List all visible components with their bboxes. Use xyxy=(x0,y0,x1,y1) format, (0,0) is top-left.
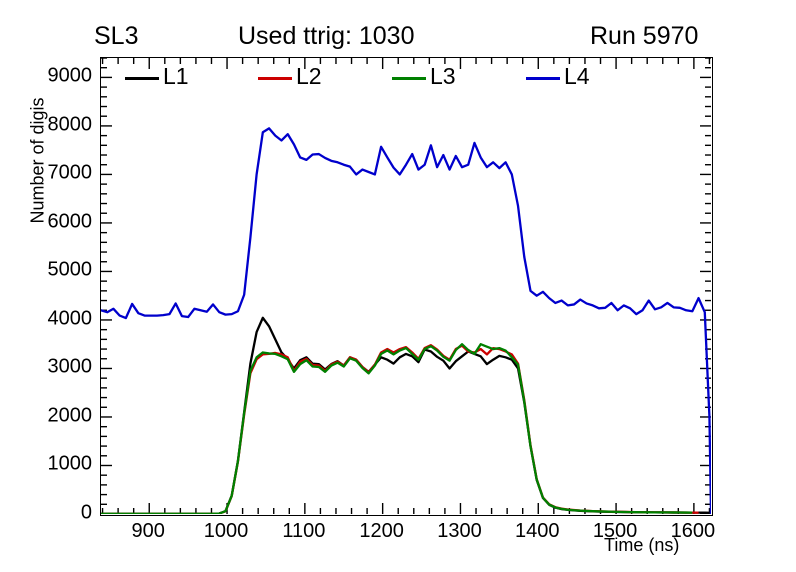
legend-swatch-l2 xyxy=(258,77,292,80)
y-tick-label: 6000 xyxy=(47,210,93,233)
y-tick-label: 5000 xyxy=(47,258,93,281)
y-axis-title: Number of digis xyxy=(27,97,48,224)
header-run-label: Run 5970 xyxy=(590,22,699,50)
legend-swatch-l4 xyxy=(526,77,560,80)
x-tick-label: 1200 xyxy=(359,520,404,542)
y-tick-label: 2000 xyxy=(47,404,93,427)
legend-label: L1 xyxy=(163,63,189,89)
series-line-l3 xyxy=(101,343,693,514)
x-tick-label: 1400 xyxy=(515,520,560,542)
legend-label: L4 xyxy=(564,63,590,89)
x-tick-label: 1100 xyxy=(282,520,326,542)
y-tick-label: 7000 xyxy=(47,161,93,184)
legend-swatch-l1 xyxy=(125,77,159,80)
y-tick-label: 8000 xyxy=(47,113,93,136)
plot-canvas xyxy=(101,58,711,514)
y-tick-label: 0 xyxy=(80,501,92,524)
header-ttrig-label: Used ttrig: 1030 xyxy=(238,22,415,50)
legend-label: L3 xyxy=(430,63,456,89)
x-tick-label: 1500 xyxy=(592,520,638,542)
x-tick-label: 1300 xyxy=(437,520,482,542)
y-tick-label: 4000 xyxy=(47,307,93,330)
legend-swatch-l3 xyxy=(392,77,426,80)
y-tick-label: 3000 xyxy=(47,355,93,378)
x-axis-title: Time (ns) xyxy=(604,535,680,555)
plot-area xyxy=(100,57,713,516)
legend-label: L2 xyxy=(296,63,322,89)
x-tick-label: 900 xyxy=(131,520,165,542)
y-tick-label: 9000 xyxy=(47,64,93,87)
x-tick-label: 1000 xyxy=(203,520,249,542)
x-tick-label: 1600 xyxy=(670,520,716,542)
series-line-l2 xyxy=(101,344,699,514)
y-tick-label: 1000 xyxy=(47,452,93,475)
header-superlayer-label: SL3 xyxy=(94,22,139,50)
series-line-l4 xyxy=(101,127,711,514)
